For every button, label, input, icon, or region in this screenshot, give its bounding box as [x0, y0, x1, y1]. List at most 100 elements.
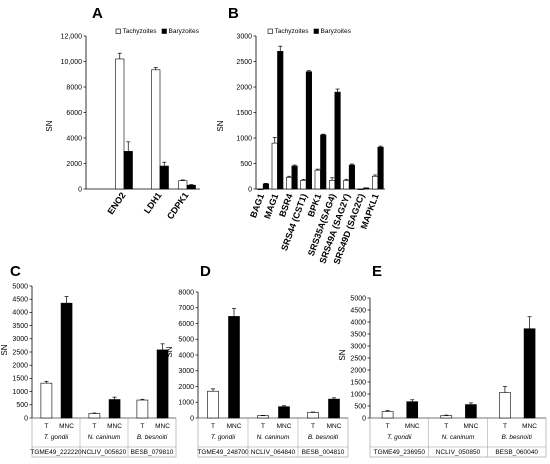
bar-baryzoites	[123, 151, 133, 190]
species-label: T. gondii	[211, 434, 236, 441]
y-tick-label: 4000	[66, 135, 82, 142]
bar-tachyzoites	[329, 180, 336, 190]
y-tick-label: 2500	[12, 349, 28, 356]
legend-label-tachyzoites: Tachyzoites	[123, 28, 158, 35]
bar-label-t: T	[444, 423, 448, 430]
y-tick-label: 500	[16, 402, 28, 409]
group-label-box	[31, 417, 177, 458]
bar-baryzoites	[348, 164, 355, 190]
panel-b: B SN Tachyzoites Baryzoites 0 500 1000 1500 2000…	[216, 5, 385, 266]
bar-mnc	[328, 398, 340, 419]
gene-id-label: TGME49_248700	[197, 449, 249, 456]
species-label: B. besnoiti	[308, 434, 339, 441]
y-axis-label: SN	[165, 346, 174, 357]
y-tick-label: 2500	[350, 355, 366, 362]
y-tick-label: 2000	[12, 363, 28, 370]
bar-t	[307, 412, 319, 419]
bar-label-t: T	[503, 423, 507, 430]
bar-tachyzoites	[178, 180, 188, 190]
y-tick-label: 1500	[350, 379, 366, 386]
legend-swatch-tachyzoites	[115, 28, 121, 34]
y-tick-label: 1000	[178, 400, 194, 407]
y-tick-label: 1000	[12, 389, 28, 396]
bar-t	[257, 415, 269, 419]
bar-t	[136, 399, 149, 419]
bar-baryzoites	[262, 183, 269, 190]
y-tick-label: 5000	[350, 295, 366, 302]
y-tick-label: 4000	[12, 310, 28, 317]
bar-baryzoites	[377, 146, 384, 190]
panel-letter: D	[200, 263, 211, 280]
bar-baryzoites	[159, 165, 169, 190]
y-tick-label: 2500	[236, 59, 252, 66]
bar-tachyzoites	[372, 175, 379, 190]
bar-baryzoites	[305, 71, 312, 190]
x-tick-label: CDPK1	[165, 190, 191, 221]
y-tick-label: 2000	[236, 84, 252, 91]
bar-label-mnc: MNC	[522, 423, 537, 430]
bar-mnc	[523, 328, 536, 419]
y-tick-label: 0	[24, 415, 28, 422]
y-tick-label: 5000	[178, 337, 194, 344]
y-tick-label: 0	[248, 186, 252, 193]
bar-tachyzoites	[257, 188, 264, 190]
y-tick-label: 1000	[350, 391, 366, 398]
panel-letter: A	[92, 5, 103, 22]
species-label: T. gondii	[44, 434, 69, 441]
y-tick-label: 3000	[12, 336, 28, 343]
gene-id-label: NCLIV_064840	[251, 449, 296, 456]
legend-label-tachyzoites: Tachyzoites	[275, 28, 310, 35]
panel-letter: E	[372, 263, 382, 280]
bar-tachyzoites	[151, 69, 161, 190]
legend-label-baryzoites: Baryzoites	[321, 28, 352, 35]
y-tick-label: 1500	[12, 376, 28, 383]
bar-mnc	[278, 406, 290, 419]
y-tick-label: 1500	[236, 110, 252, 117]
panel-a: A SN Tachyzoites Baryzoites 0 2000 4000 6000 800…	[45, 5, 200, 221]
gene-id-label: BESB_060040	[495, 449, 538, 456]
bar-baryzoites	[320, 134, 327, 190]
y-axis-label: SN	[0, 344, 9, 355]
y-tick-label: 7000	[178, 305, 194, 312]
bar-baryzoites	[277, 50, 284, 190]
species-label: B. besnoiti	[137, 434, 168, 441]
bar-label-t: T	[261, 423, 265, 430]
bar-baryzoites	[334, 91, 341, 190]
y-tick-label: 4500	[350, 307, 366, 314]
species-label: N. caninum	[88, 434, 121, 441]
gene-id-label: TGME49_222220	[30, 449, 82, 456]
y-tick-label: 3500	[12, 323, 28, 330]
y-tick-label: 3500	[350, 331, 366, 338]
y-tick-label: 4500	[12, 297, 28, 304]
bar-mnc	[228, 316, 240, 419]
y-tick-label: 3000	[350, 343, 366, 350]
bar-t	[88, 413, 101, 419]
bar-tachyzoites	[300, 180, 307, 190]
species-label: N. caninum	[442, 434, 475, 441]
y-tick-label: 12,000	[61, 33, 83, 40]
species-label: B. besnoiti	[501, 434, 532, 441]
panel-d: D SN 0 1000 2000 3000 4000 5000 6000 7000 8000 T MNC…	[165, 263, 349, 458]
y-tick-label: 3000	[178, 368, 194, 375]
species-label: N. caninum	[257, 434, 290, 441]
bar-label-mnc: MNC	[277, 423, 292, 430]
y-tick-label: 10,000	[61, 59, 83, 66]
y-axis-label: SN	[338, 349, 347, 360]
panel-c: C SN 0 500 1000 1500 2000 2500 3000 3500 4000 4500 5…	[0, 263, 177, 458]
legend-swatch-tachyzoites	[267, 28, 273, 34]
y-tick-label: 0	[78, 186, 82, 193]
bar-mnc	[406, 401, 419, 419]
bar-label-t: T	[44, 423, 48, 430]
bar-tachyzoites	[286, 176, 293, 190]
legend-swatch-baryzoites	[161, 28, 167, 34]
bar-mnc	[108, 399, 121, 419]
gene-id-label: NCLIV_050850	[436, 449, 481, 456]
group-label-box	[369, 417, 547, 458]
bar-t	[40, 382, 53, 419]
bar-tachyzoites	[343, 180, 350, 190]
y-tick-label: 4000	[178, 352, 194, 359]
bar-label-t: T	[386, 423, 390, 430]
y-tick-label: 3000	[236, 33, 252, 40]
bar-label-mnc: MNC	[405, 423, 420, 430]
